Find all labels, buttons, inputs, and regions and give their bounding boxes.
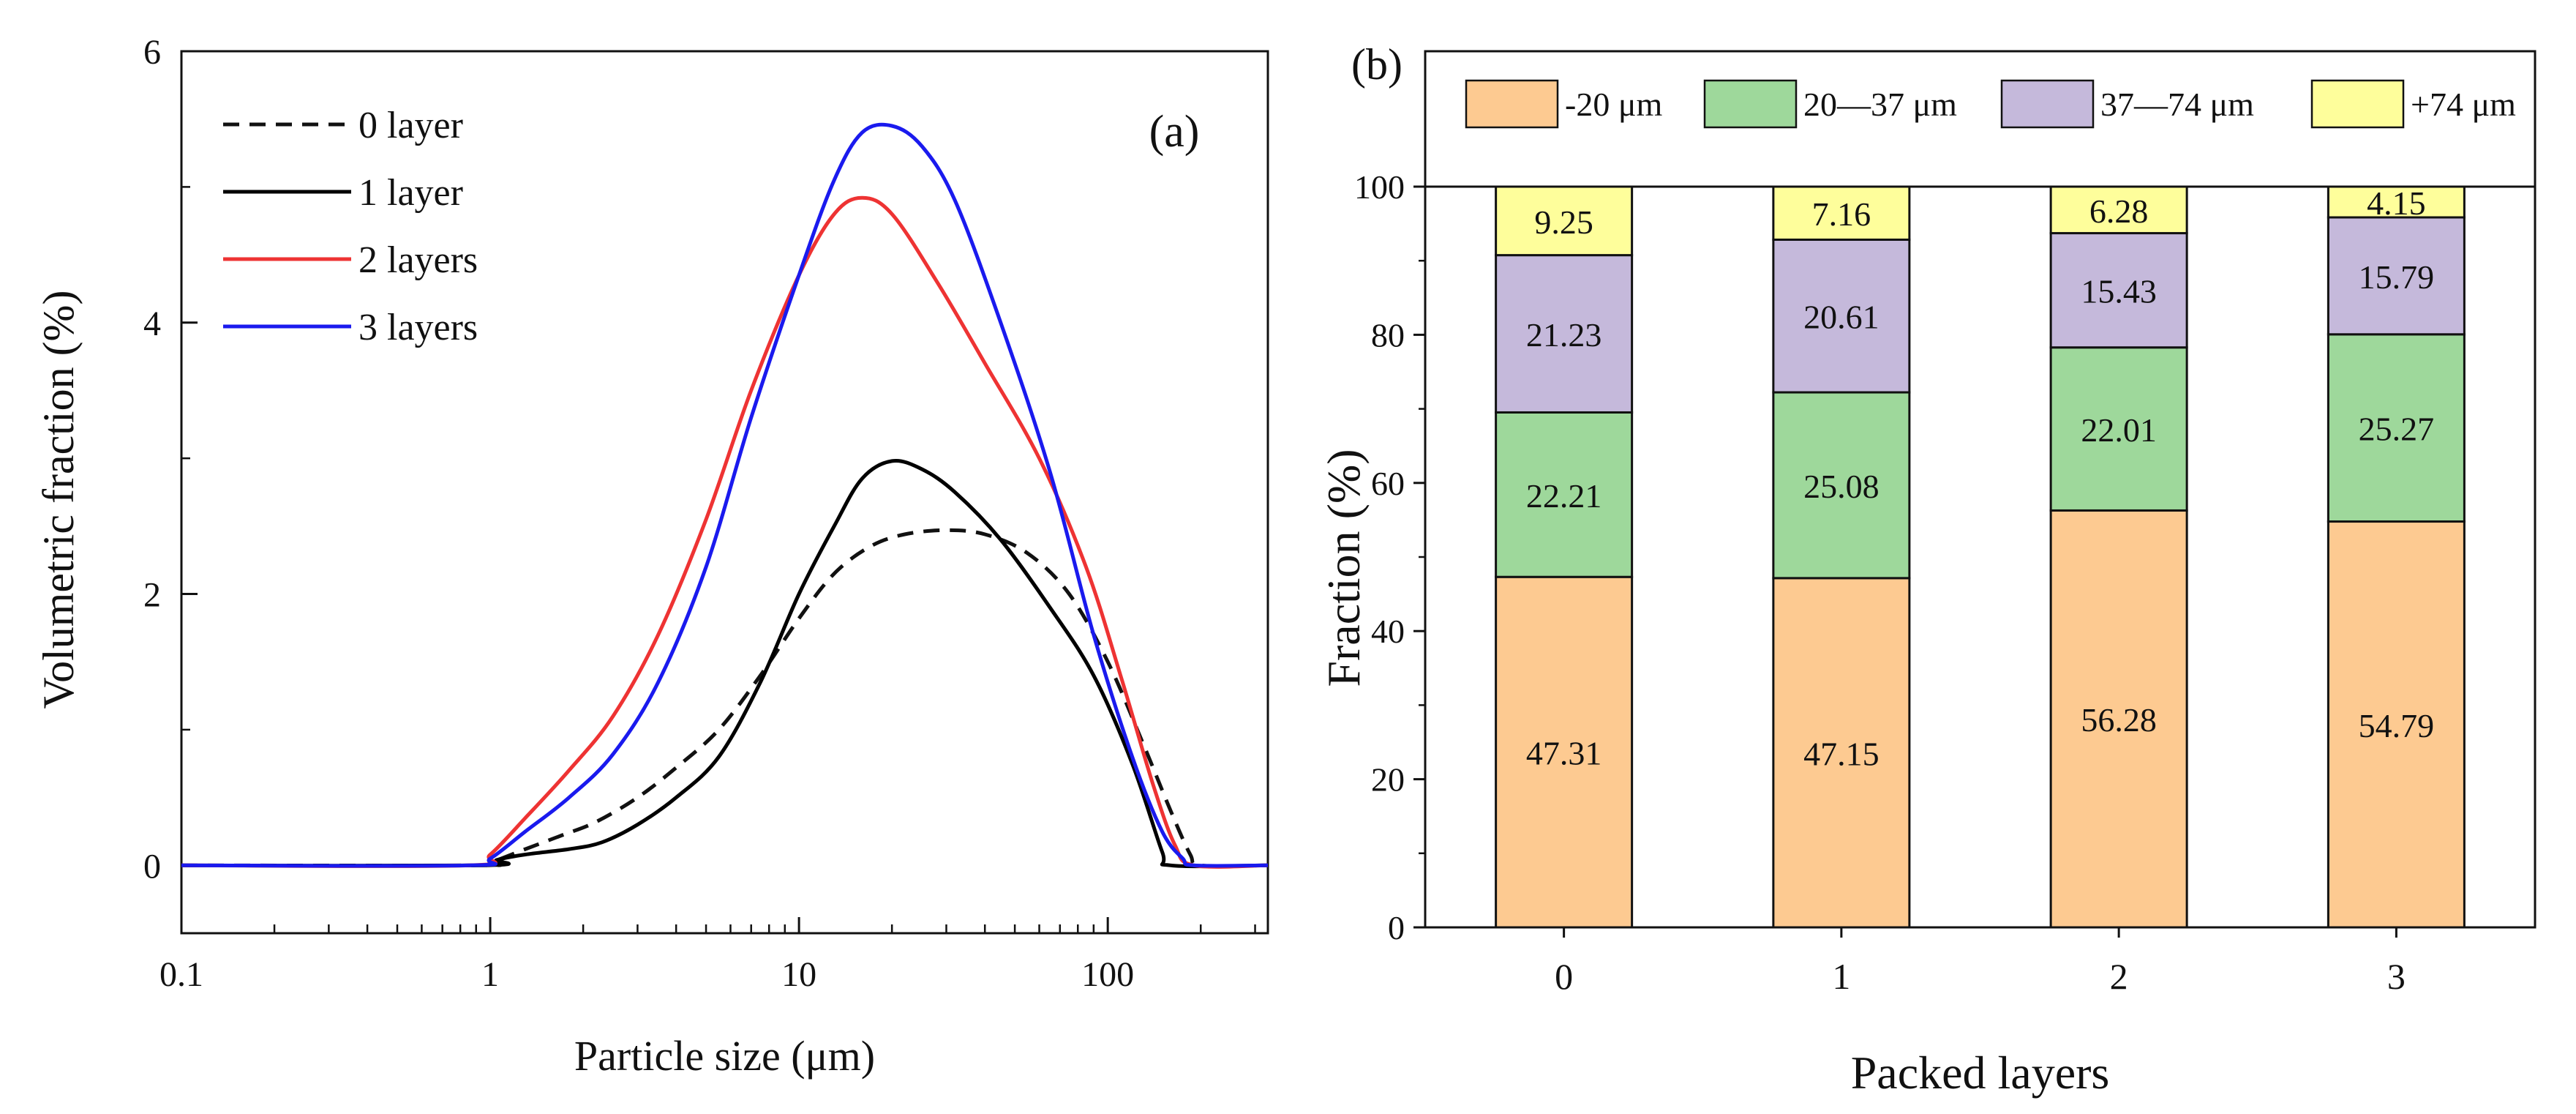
bar-value-label: 7.16 [1812,195,1871,233]
y-tick-label-a: 0 [143,847,161,886]
legend-label-37-74-m: 37—74 μm [2100,86,2254,123]
bar-segment-74-m [1772,185,1911,241]
bar-value-label: 15.79 [2359,258,2435,296]
x-tick-label-a: 1 [481,955,499,994]
x-axis-title-b: Packed layers [1851,1047,2110,1099]
y-tick-label-a: 4 [143,304,161,343]
y-tick-label-b: 0 [1388,909,1405,946]
bar-segment-37-74-m [1495,254,1634,414]
bar-value-label: 15.43 [2081,273,2157,310]
y-axis-title-a: Volumetric fraction (%) [34,290,83,709]
series-line-3-layers [181,122,1269,868]
legend-label-74-m: +74 μm [2411,86,2516,123]
bar-segment-20-m [2049,509,2188,929]
bar-segment-20-37-m [2049,346,2188,512]
bar-segment-20-37-m [2327,333,2466,523]
x-axis-title-a: Particle size (μm) [574,1032,875,1080]
x-tick-label-a: 100 [1081,955,1134,994]
plot-frame-b [1424,50,2536,929]
panel-a-line-chart: 0.1 1 10 100 0 2 4 6 Particle size (μm) Volumetri… [34,33,1269,1080]
y-tick-label-b: 100 [1354,168,1405,206]
bar-value-label: 21.23 [1526,316,1602,354]
legend-swatch-20-37-m [1703,79,1798,129]
y-tick-label-b: 20 [1371,761,1405,799]
bar-value-label: 56.28 [2081,701,2157,739]
legend-swatch-20-m [1465,79,1559,129]
bar-value-label: 22.21 [1526,477,1602,515]
bar-value-label: 6.28 [2089,192,2149,230]
legend-label-0-layer: 0 layer [358,105,463,146]
bar-segment-20-m [1772,577,1911,929]
bar-value-label: 4.15 [2367,184,2426,222]
legend-label-20-m: -20 μm [1565,86,1662,123]
bar-value-label: 9.25 [1534,203,1593,241]
x-tick-label-b: 0 [1555,956,1573,997]
series-line-1-layer [181,458,1269,869]
panel-b-stacked-bar-chart: 47.31 22.21 21.23 9.25 0 47.15 25.08 20.61 7.16 1… [1318,40,2536,1099]
legend-swatch-74-m [2310,79,2405,129]
y-tick-label-b: 60 [1371,465,1405,502]
bar-value-label: 47.31 [1526,735,1602,772]
x-tick-label-a: 10 [781,955,816,994]
bar-segment-20-37-m [1772,391,1911,580]
legend-label-3-layers: 3 layers [358,307,478,348]
y-tick-label-b: 80 [1371,316,1405,354]
x-tick-label-b: 3 [2387,956,2406,997]
x-tick-label-a: 0.1 [159,955,203,994]
series-line-0-layer [181,528,1269,868]
panel-label-b: (b) [1351,40,1402,89]
bar-value-label: 20.61 [1803,299,1880,336]
y-tick-label-a: 2 [143,576,161,615]
y-axis-title-b: Fraction (%) [1318,449,1370,687]
x-tick-label-b: 2 [2110,956,2128,997]
bar-value-label: 54.79 [2359,707,2435,744]
bar-segment-20-m [1495,575,1634,929]
bar-value-label: 22.01 [2081,411,2157,449]
bar-segment-20-37-m [1495,411,1634,578]
legend-swatch-37-74-m [2000,79,2095,129]
plot-frame-a [180,50,1269,935]
bar-segment-37-74-m [2049,232,2188,349]
series-line-2-layers [181,195,1269,869]
bar-value-label: 25.08 [1803,468,1880,505]
bar-value-label: 25.27 [2359,411,2435,448]
x-tick-label-b: 1 [1832,956,1850,997]
bar-segment-74-m [2049,185,2188,235]
legend-label-1-layer: 1 layer [358,172,463,214]
legend-label-20-37-m: 20—37 μm [1803,86,1957,123]
y-tick-label-b: 40 [1371,613,1405,650]
bar-segment-74-m [2327,185,2466,219]
y-tick-label-a: 6 [143,33,161,72]
bar-segment-37-74-m [1772,238,1911,394]
panel-label-a: (a) [1149,107,1200,157]
bar-value-label: 47.15 [1803,735,1880,772]
bar-segment-74-m [1495,185,1634,257]
bar-segment-20-m [2327,520,2466,929]
legend-label-2-layers: 2 layers [358,239,478,281]
